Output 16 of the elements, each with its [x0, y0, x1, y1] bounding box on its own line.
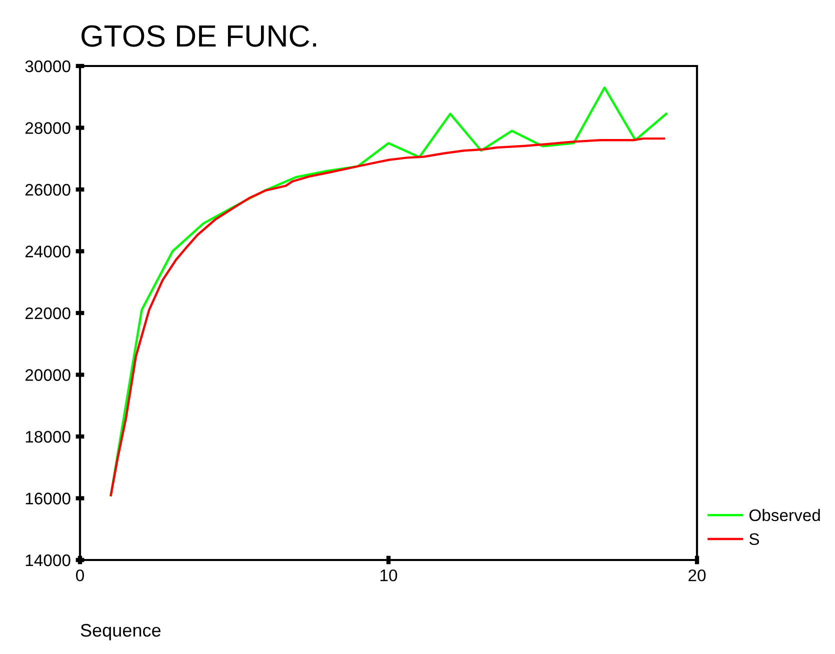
y-tick-label: 30000	[25, 60, 70, 72]
x-tick-label: 10	[380, 569, 398, 582]
y-tick-label: 24000	[25, 246, 70, 258]
y-tick-label: 20000	[25, 369, 70, 381]
chart-title: GTOS DE FUNC.	[82, 25, 316, 47]
y-tick-label: 28000	[25, 122, 70, 134]
y-tick-label: 18000	[26, 430, 70, 443]
y-tick-label: 14000	[26, 554, 70, 566]
y-tick-label: 16000	[26, 492, 70, 504]
y-tick-label: 26000	[25, 184, 70, 196]
legend-label: S	[749, 533, 760, 546]
x-tick-label: 20	[688, 569, 706, 582]
y-tick-label: 22000	[25, 307, 70, 320]
legend-label: Observed	[749, 508, 820, 522]
x-tick-label: 0	[76, 569, 84, 582]
x-axis-title: Sequence	[80, 624, 161, 640]
